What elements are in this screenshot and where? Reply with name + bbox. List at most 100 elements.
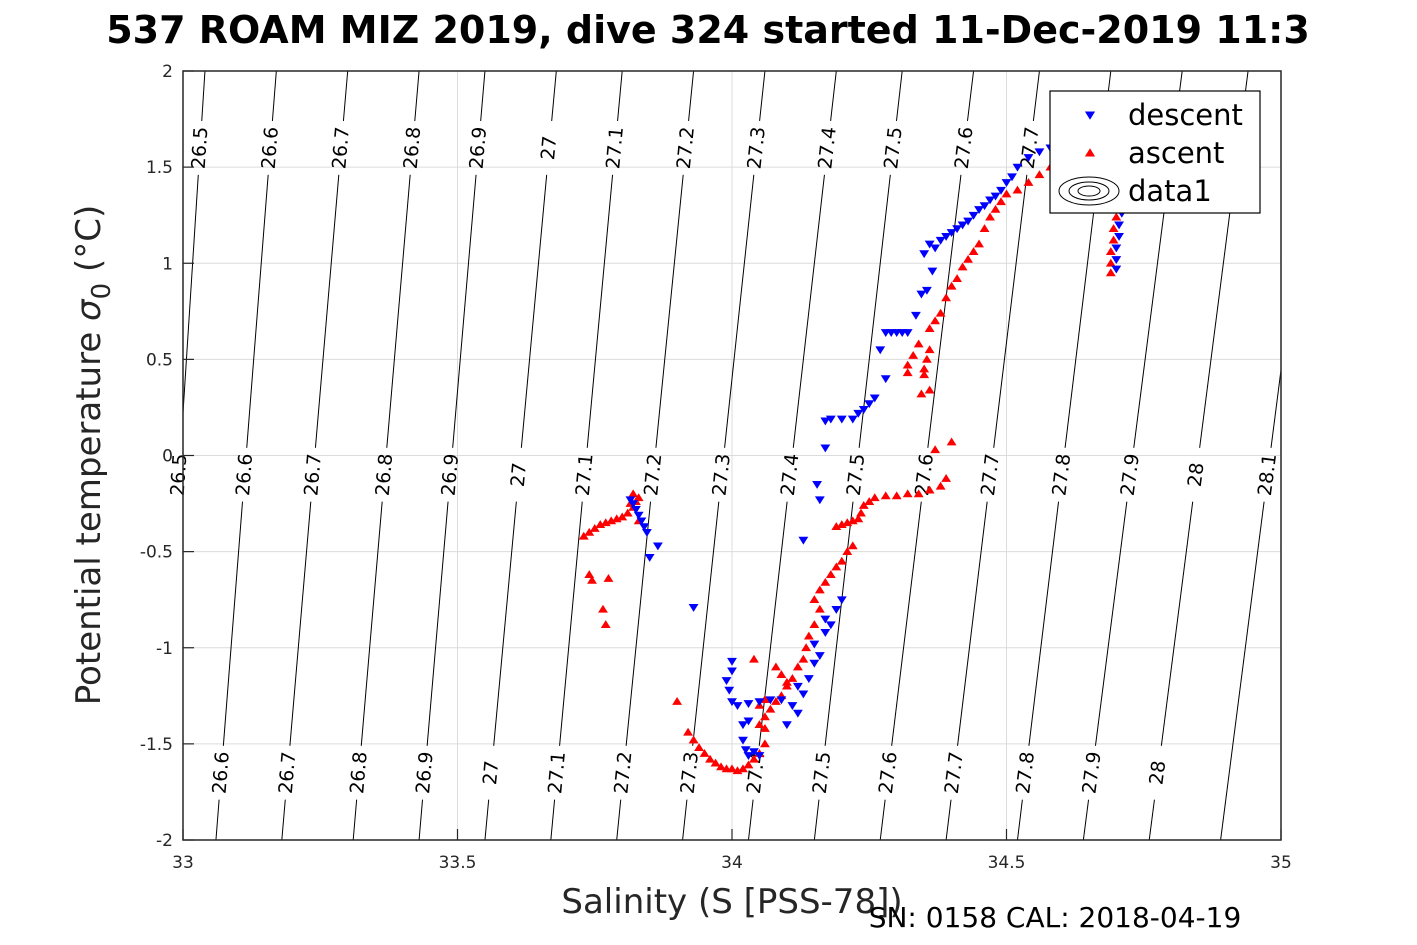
ascent-point <box>990 204 1001 213</box>
ascent-point <box>727 764 737 773</box>
contour-label: 27.9 <box>1078 750 1105 795</box>
descent-point <box>644 554 655 562</box>
contour-line-27.8 <box>1028 501 1060 746</box>
ascent-point <box>952 274 963 282</box>
ascent-point <box>765 704 776 713</box>
descent-point <box>910 311 921 320</box>
ascent-point <box>880 491 891 500</box>
contour-line-27.5 <box>858 174 891 448</box>
descent-point <box>809 640 820 649</box>
descent-point <box>946 229 957 238</box>
ascent-point <box>924 385 935 394</box>
contour-label: 26.9 <box>412 751 438 795</box>
ascent-point <box>974 239 984 248</box>
contour-label: 26.8 <box>346 751 372 795</box>
contour-line-27.4 <box>747 799 754 840</box>
contour-line-27.2 <box>625 501 652 746</box>
descent-point <box>798 690 809 699</box>
contour-label: 27.5 <box>809 750 836 795</box>
ascent-point <box>924 345 935 354</box>
ascent-point <box>825 570 836 579</box>
descent-point <box>1012 163 1023 172</box>
contour-label: 27.1 <box>602 126 628 170</box>
ascent-point <box>836 520 847 529</box>
contour-line-27.3 <box>724 174 755 448</box>
descent-point <box>963 217 973 226</box>
descent-point <box>847 415 858 424</box>
contour-label: 27.2 <box>673 126 699 170</box>
contour-line-27.8 <box>1064 174 1099 448</box>
contour-line-27.3 <box>692 501 720 746</box>
contour-line-27.9 <box>1094 501 1128 746</box>
descent-point <box>921 286 932 295</box>
contour-label: 26.7 <box>275 751 301 795</box>
descent-point <box>1034 148 1045 157</box>
ascent-point <box>705 754 715 763</box>
descent-point <box>787 702 798 710</box>
ascent-point <box>858 500 869 509</box>
ascent-point <box>787 673 798 682</box>
contour-label: 27.6 <box>951 126 978 171</box>
descent-point <box>820 444 831 453</box>
ascent-point <box>902 489 913 498</box>
contour-line-26.9 <box>480 71 486 122</box>
legend-box <box>1049 90 1261 214</box>
legend-contour-icon-inner <box>1068 181 1110 201</box>
ascent-point <box>1108 224 1119 232</box>
descent-point <box>924 240 935 249</box>
descent-point <box>880 329 891 337</box>
descent-point <box>820 417 831 426</box>
descent-point <box>919 250 930 259</box>
descent-point <box>776 696 787 705</box>
y-tick-label: 1.5 <box>146 158 173 178</box>
contour-line-28 <box>1148 799 1155 840</box>
ascent-point <box>1001 189 1012 198</box>
descent-point <box>781 721 792 730</box>
descent-point <box>814 652 825 660</box>
ascent-point <box>754 720 765 728</box>
descent-point <box>853 409 864 418</box>
ascent-point <box>749 754 759 763</box>
descent-point <box>803 675 814 684</box>
ascent-point <box>589 524 600 532</box>
descent-point <box>1111 244 1122 253</box>
contour-line-26.6 <box>246 174 269 448</box>
ascent-point <box>603 574 614 582</box>
contour-label: 26.6 <box>209 751 234 795</box>
ascent-point <box>1105 247 1116 256</box>
descent-point <box>979 202 990 211</box>
ascent-point <box>814 604 825 613</box>
contour-label: 27.1 <box>572 453 598 497</box>
ascent-point <box>913 489 924 498</box>
descent-point <box>1023 154 1034 163</box>
ascent-point <box>584 570 595 579</box>
ascent-point <box>814 585 825 594</box>
ascent-point <box>847 541 858 550</box>
ascent-point <box>831 522 842 530</box>
contour-line-27.6 <box>927 174 962 448</box>
contour-line-26.8 <box>414 71 420 122</box>
legend-label-ascent: ascent <box>1128 136 1224 170</box>
ascent-point <box>622 508 633 517</box>
contour-line-27 <box>484 799 490 840</box>
legend-label-descent: descent <box>1128 98 1243 132</box>
descent-point <box>754 752 765 760</box>
contour-line-27.6 <box>966 71 975 122</box>
descent-point <box>836 596 847 605</box>
contour-label: 27 <box>507 462 531 488</box>
descent-point <box>792 682 803 691</box>
contour-label: 27.7 <box>977 452 1004 497</box>
contour-label: 27.3 <box>677 751 703 795</box>
ascent-point <box>738 764 748 773</box>
contour-line-27.5 <box>895 71 903 122</box>
descent-point <box>721 677 732 685</box>
descent-point <box>916 290 927 299</box>
descent-point <box>727 698 737 707</box>
ascent-point <box>836 556 847 565</box>
axis-ticks: 33 33.5 34 34.5 35 2 1.5 1 0.5 0 -0.5 -1 -1.5 -2 <box>140 62 1292 873</box>
contour-line-26.7 <box>281 799 286 840</box>
y-axis-label-text: Potential temperature σ0 (°C) <box>69 205 117 705</box>
ascent-point <box>847 516 858 525</box>
descent-point <box>1111 256 1122 264</box>
descent-point <box>688 604 699 612</box>
